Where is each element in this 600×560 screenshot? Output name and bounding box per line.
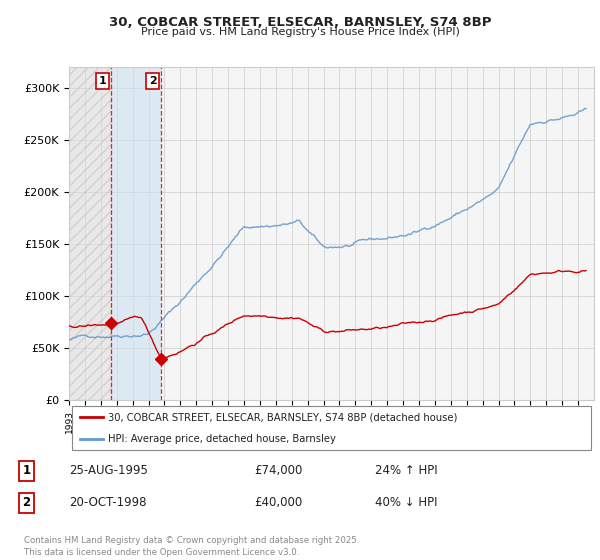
Text: Price paid vs. HM Land Registry's House Price Index (HPI): Price paid vs. HM Land Registry's House … (140, 27, 460, 37)
Text: Contains HM Land Registry data © Crown copyright and database right 2025.
This d: Contains HM Land Registry data © Crown c… (24, 536, 359, 557)
Text: 1: 1 (98, 76, 106, 86)
Bar (69, 67, 111, 400)
Bar (111, 67, 161, 400)
Text: HPI: Average price, detached house, Barnsley: HPI: Average price, detached house, Barn… (109, 434, 336, 444)
Text: 20-OCT-1998: 20-OCT-1998 (70, 496, 147, 510)
Text: 1: 1 (22, 464, 31, 477)
Text: 2: 2 (22, 496, 31, 510)
FancyBboxPatch shape (71, 406, 592, 450)
Text: 30, COBCAR STREET, ELSECAR, BARNSLEY, S74 8BP (detached house): 30, COBCAR STREET, ELSECAR, BARNSLEY, S7… (109, 412, 458, 422)
Text: 24% ↑ HPI: 24% ↑ HPI (375, 464, 437, 477)
Text: 2: 2 (149, 76, 157, 86)
Text: £74,000: £74,000 (254, 464, 302, 477)
Text: 30, COBCAR STREET, ELSECAR, BARNSLEY, S74 8BP: 30, COBCAR STREET, ELSECAR, BARNSLEY, S7… (109, 16, 491, 29)
Text: 25-AUG-1995: 25-AUG-1995 (70, 464, 148, 477)
Text: 40% ↓ HPI: 40% ↓ HPI (375, 496, 437, 510)
Text: £40,000: £40,000 (254, 496, 302, 510)
